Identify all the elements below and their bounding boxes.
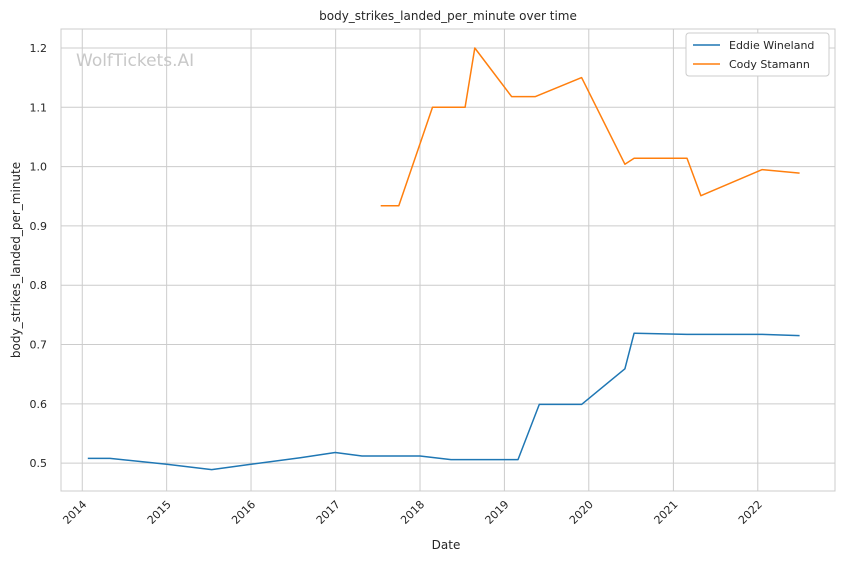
series-layer — [87, 47, 800, 471]
legend-label: Cody Stamann — [729, 58, 810, 71]
plot-frame — [60, 28, 836, 492]
y-tick-label: 1.0 — [30, 161, 48, 174]
y-tick-label: 0.8 — [30, 279, 48, 292]
watermark: WolfTickets.AI — [76, 51, 194, 71]
x-axis-label: Date — [432, 538, 461, 552]
legend-box — [685, 32, 830, 77]
legend-label: Eddie Wineland — [729, 39, 814, 52]
y-tick-label: 0.5 — [30, 457, 48, 470]
legend: Eddie Wineland Cody Stamann — [685, 32, 830, 77]
grid — [61, 29, 835, 491]
y-axis-label: body_strikes_landed_per_minute — [9, 162, 23, 358]
y-tick-label: 1.2 — [30, 42, 48, 55]
chart-title: body_strikes_landed_per_minute over time — [319, 9, 577, 23]
y-tick-label: 0.9 — [30, 220, 48, 233]
y-tick-label: 1.1 — [30, 101, 48, 114]
series-line — [87, 332, 800, 471]
series-line — [380, 47, 800, 207]
plot-area — [61, 29, 835, 491]
y-tick-label: 0.6 — [30, 398, 48, 411]
y-tick-label: 0.7 — [30, 339, 48, 352]
